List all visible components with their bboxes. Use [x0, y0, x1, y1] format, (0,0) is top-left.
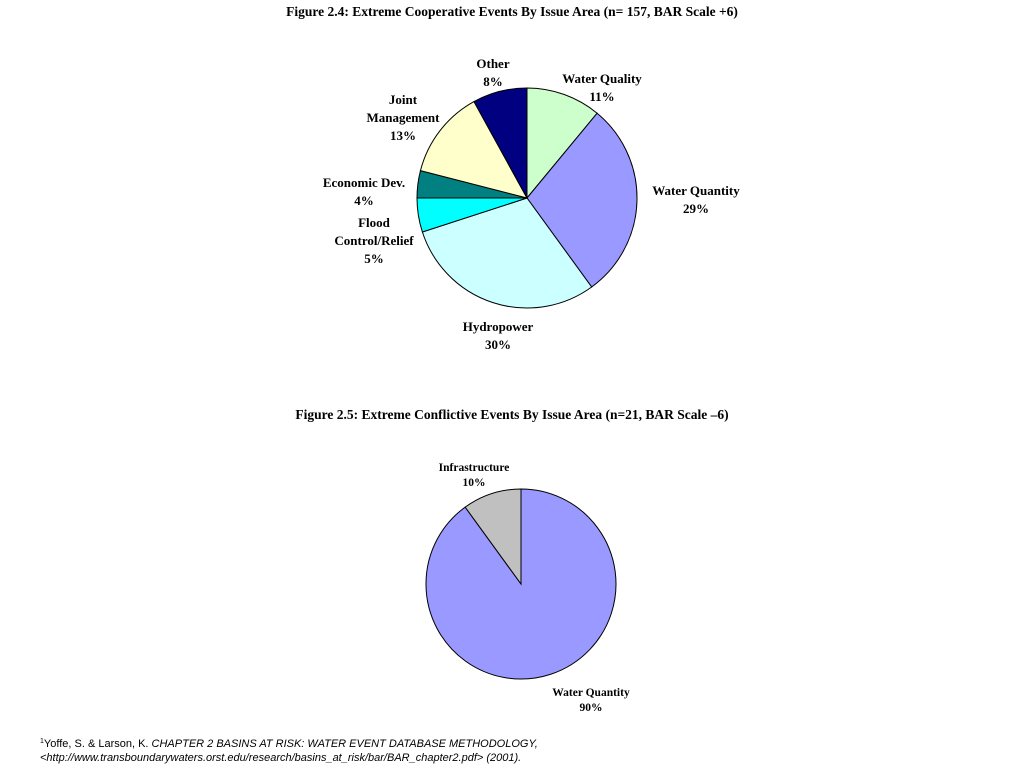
- slice-label-joint-management-0: Joint: [389, 92, 418, 107]
- pie-slice-water-quantity: [526, 112, 638, 288]
- footnote-authors: Yoffe, S. & Larson, K.: [43, 738, 152, 750]
- slice-percent-other: 8%: [483, 74, 503, 89]
- pie-slice-hydropower: [421, 197, 593, 309]
- pie-slice-other: [473, 87, 528, 199]
- pie-slice-infrastructure: [464, 488, 522, 586]
- slice-label-flood-control-relief-0: Flood: [358, 215, 391, 230]
- figure-2-4-title: Figure 2.4: Extreme Cooperative Events B…: [286, 4, 738, 19]
- footnote-citation-line-1: CHAPTER 2 BASINS AT RISK: WATER EVENT DA…: [151, 738, 538, 750]
- slice-percent-hydropower: 30%: [485, 337, 511, 352]
- cooperative-events-pie-chart: Water Quality 11% Water Quantity 29% Hydropo…: [323, 56, 740, 352]
- slice-percent-water-quantity: 90%: [580, 702, 603, 714]
- footnote-marker: 1: [40, 738, 44, 745]
- slice-label-hydropower-0: Hydropower: [463, 319, 534, 334]
- slice-label-other-0: Other: [476, 56, 509, 71]
- footnote-citation-line-2: <http://www.transboundarywaters.orst.edu…: [40, 752, 522, 764]
- slice-percent-infrastructure: 10%: [463, 477, 486, 489]
- slice-label-infrastructure-0: Infrastructure: [439, 462, 510, 474]
- slice-percent-joint-management: 13%: [390, 128, 416, 143]
- slice-label-economic-dev-0: Economic Dev.: [323, 175, 405, 190]
- pie-slice-joint-management: [419, 100, 528, 199]
- slice-label-water-quality-0: Water Quality: [562, 71, 642, 86]
- slice-percent-flood-control-relief: 5%: [364, 251, 384, 266]
- footnote: 1Yoffe, S. & Larson, K. CHAPTER 2 BASINS…: [40, 735, 538, 765]
- slice-label-joint-management-1: Management: [367, 110, 441, 125]
- slice-label-water-quantity-0: Water Quantity: [652, 183, 740, 198]
- slice-percent-water-quality: 11%: [589, 89, 614, 104]
- slice-percent-water-quantity: 29%: [683, 201, 709, 216]
- footnote-line-1: 1Yoffe, S. & Larson, K. CHAPTER 2 BASINS…: [40, 735, 538, 751]
- conflictive-events-pie-chart: Water Quantity 90% Infrastructure 10%: [425, 462, 630, 714]
- figure-2-5-title: Figure 2.5: Extreme Conflictive Events B…: [295, 407, 729, 422]
- slice-label-flood-control-relief-1: Control/Relief: [334, 233, 414, 248]
- slice-percent-economic-dev: 4%: [354, 193, 374, 208]
- pie-slice-water-quality: [526, 87, 598, 200]
- slice-label-water-quantity-0: Water Quantity: [552, 687, 630, 699]
